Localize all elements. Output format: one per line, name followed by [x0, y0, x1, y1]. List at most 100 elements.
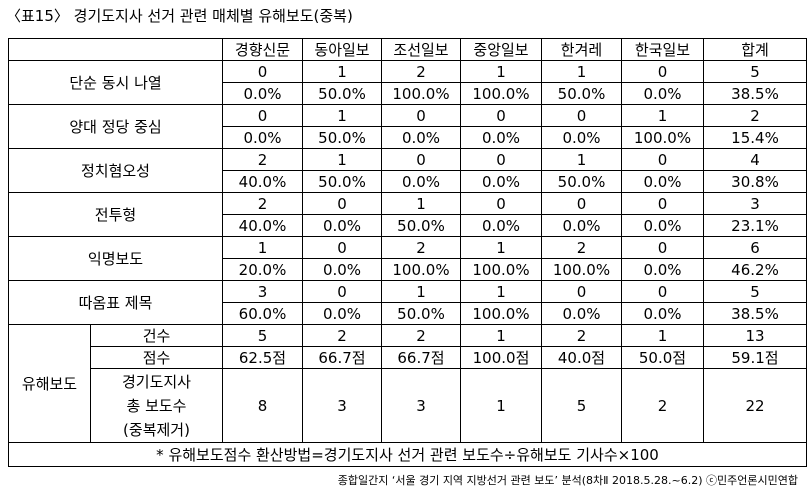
- source-note: 종합일간지 ‘서울 경기 지역 지방선거 관련 보도’ 분석(8차Ⅱ 2018.…: [337, 474, 798, 487]
- score-cell: 40.0점: [541, 346, 622, 369]
- count-cell: 0: [460, 148, 542, 171]
- table-row: 전투형 2 0 1 0 0 0 3: [8, 192, 807, 237]
- count-cell: 1: [541, 148, 622, 171]
- percent-cell: 50.0%: [381, 302, 461, 325]
- percent-cell: 0.0%: [381, 170, 461, 193]
- percent-cell: 23.1%: [703, 214, 807, 237]
- count-cell: 13: [703, 324, 807, 347]
- count-cell: 1: [621, 324, 704, 347]
- table-row: 0.0% 50.0% 100.0% 100.0% 50.0% 0.0% 38.5%: [9, 82, 807, 105]
- percent-cell: 100.0%: [541, 258, 622, 281]
- percent-cell: 0.0%: [541, 214, 622, 237]
- percent-cell: 0.0%: [222, 126, 303, 149]
- percent-cell: 0.0%: [621, 82, 704, 105]
- row-label: 정치혐오성: [8, 148, 223, 193]
- count-cell: 0: [621, 192, 704, 215]
- column-header: 한겨레: [541, 38, 622, 61]
- score-cell: 50.0점: [621, 346, 704, 369]
- percent-cell: 0.0%: [541, 302, 622, 325]
- count-cell: 3: [703, 192, 807, 215]
- count-cell: 0: [460, 192, 542, 215]
- percent-cell: 50.0%: [302, 170, 382, 193]
- column-header: 한국일보: [621, 38, 704, 61]
- percent-cell: 0.0%: [302, 258, 382, 281]
- percent-cell: 100.0%: [381, 82, 461, 105]
- score-cell: 100.0점: [460, 346, 542, 369]
- table-row: 정치혐오성 2 1 0 0 1 0 4: [8, 148, 807, 193]
- count-cell: 5: [222, 324, 303, 347]
- corner-cell: [8, 38, 223, 61]
- percent-cell: 100.0%: [460, 302, 542, 325]
- count-cell: 0: [302, 192, 382, 215]
- count-cell: 0: [621, 236, 704, 259]
- count-cell: 0: [621, 280, 704, 303]
- count-cell: 0: [541, 280, 622, 303]
- percent-cell: 0.0%: [460, 170, 542, 193]
- column-header: 합계: [703, 38, 807, 61]
- row-label: 전투형: [8, 192, 223, 237]
- percent-cell: 20.0%: [222, 258, 303, 281]
- count-cell: 1: [541, 60, 622, 83]
- percent-cell: 60.0%: [222, 302, 303, 325]
- percent-cell: 50.0%: [541, 170, 622, 193]
- count-cell: 2: [703, 104, 807, 127]
- count-cell: 2: [541, 324, 622, 347]
- percent-cell: 50.0%: [541, 82, 622, 105]
- percent-cell: 38.5%: [703, 302, 807, 325]
- count-cell: 1: [381, 280, 461, 303]
- count-cell: 6: [703, 236, 807, 259]
- count-cell: 2: [222, 148, 303, 171]
- label-line: (중복제거): [123, 420, 190, 439]
- table-row: 0.0% 50.0% 0.0% 0.0% 0.0% 100.0% 15.4%: [9, 126, 807, 149]
- count-cell: 1: [302, 104, 382, 127]
- total-cell: 5: [541, 368, 622, 443]
- total-cell: 2: [621, 368, 704, 443]
- table-row: 따옴표 제목 3 0 1 1 0 0 5: [8, 280, 807, 325]
- percent-cell: 15.4%: [703, 126, 807, 149]
- row-label: 단순 동시 나열: [8, 60, 223, 105]
- count-cell: 1: [222, 236, 303, 259]
- percent-cell: 100.0%: [460, 82, 542, 105]
- count-cell: 3: [222, 280, 303, 303]
- count-cell: 1: [460, 324, 542, 347]
- table-row: 유해보도 건수 5 2 2 1 2 1 13: [8, 324, 807, 443]
- count-cell: 0: [222, 60, 303, 83]
- total-cell: 1: [460, 368, 542, 443]
- count-cell: 0: [460, 104, 542, 127]
- count-cell: 0: [621, 60, 704, 83]
- count-cell: 2: [381, 236, 461, 259]
- count-cell: 0: [541, 104, 622, 127]
- table-row: 단순 동시 나열 0 1 2 1 1 0 5: [8, 60, 807, 105]
- row-label: 점수: [90, 346, 223, 369]
- count-cell: 1: [460, 236, 542, 259]
- count-cell: 5: [703, 280, 807, 303]
- percent-cell: 0.0%: [621, 214, 704, 237]
- percent-cell: 100.0%: [381, 258, 461, 281]
- table-row: 점수 62.5점 66.7점 66.7점 100.0점 40.0점 50.0점 59.1점: [9, 346, 807, 369]
- data-table: 경향신문 동아일보 조선일보 중앙일보 한겨레 한국일보 합계 단순 동시 나열 0 1 2 1 1 0 5…: [8, 38, 807, 467]
- percent-cell: 0.0%: [621, 258, 704, 281]
- label-line: 경기도지사: [121, 372, 191, 391]
- table-title: 〈표15〉 경기도지사 선거 관련 매체별 유해보도(중복): [6, 7, 353, 25]
- count-cell: 2: [302, 324, 382, 347]
- count-cell: 5: [703, 60, 807, 83]
- count-cell: 1: [460, 60, 542, 83]
- percent-cell: 50.0%: [302, 126, 382, 149]
- total-cell: 8: [222, 368, 303, 443]
- total-cell: 3: [381, 368, 461, 443]
- column-header: 중앙일보: [460, 38, 542, 61]
- count-cell: 1: [381, 192, 461, 215]
- count-cell: 0: [302, 280, 382, 303]
- count-cell: 1: [460, 280, 542, 303]
- percent-cell: 40.0%: [222, 170, 303, 193]
- footnote: * 유해보도점수 환산방법=경기도지사 선거 관련 보도수÷유해보도 기사수×1…: [8, 442, 807, 467]
- count-cell: 4: [703, 148, 807, 171]
- row-label: 따옴표 제목: [8, 280, 223, 325]
- percent-cell: 30.8%: [703, 170, 807, 193]
- column-header: 조선일보: [381, 38, 461, 61]
- count-cell: 1: [302, 60, 382, 83]
- percent-cell: 0.0%: [541, 126, 622, 149]
- total-cell: 22: [703, 368, 807, 443]
- row-label: 양대 정당 중심: [8, 104, 223, 149]
- percent-cell: 0.0%: [222, 82, 303, 105]
